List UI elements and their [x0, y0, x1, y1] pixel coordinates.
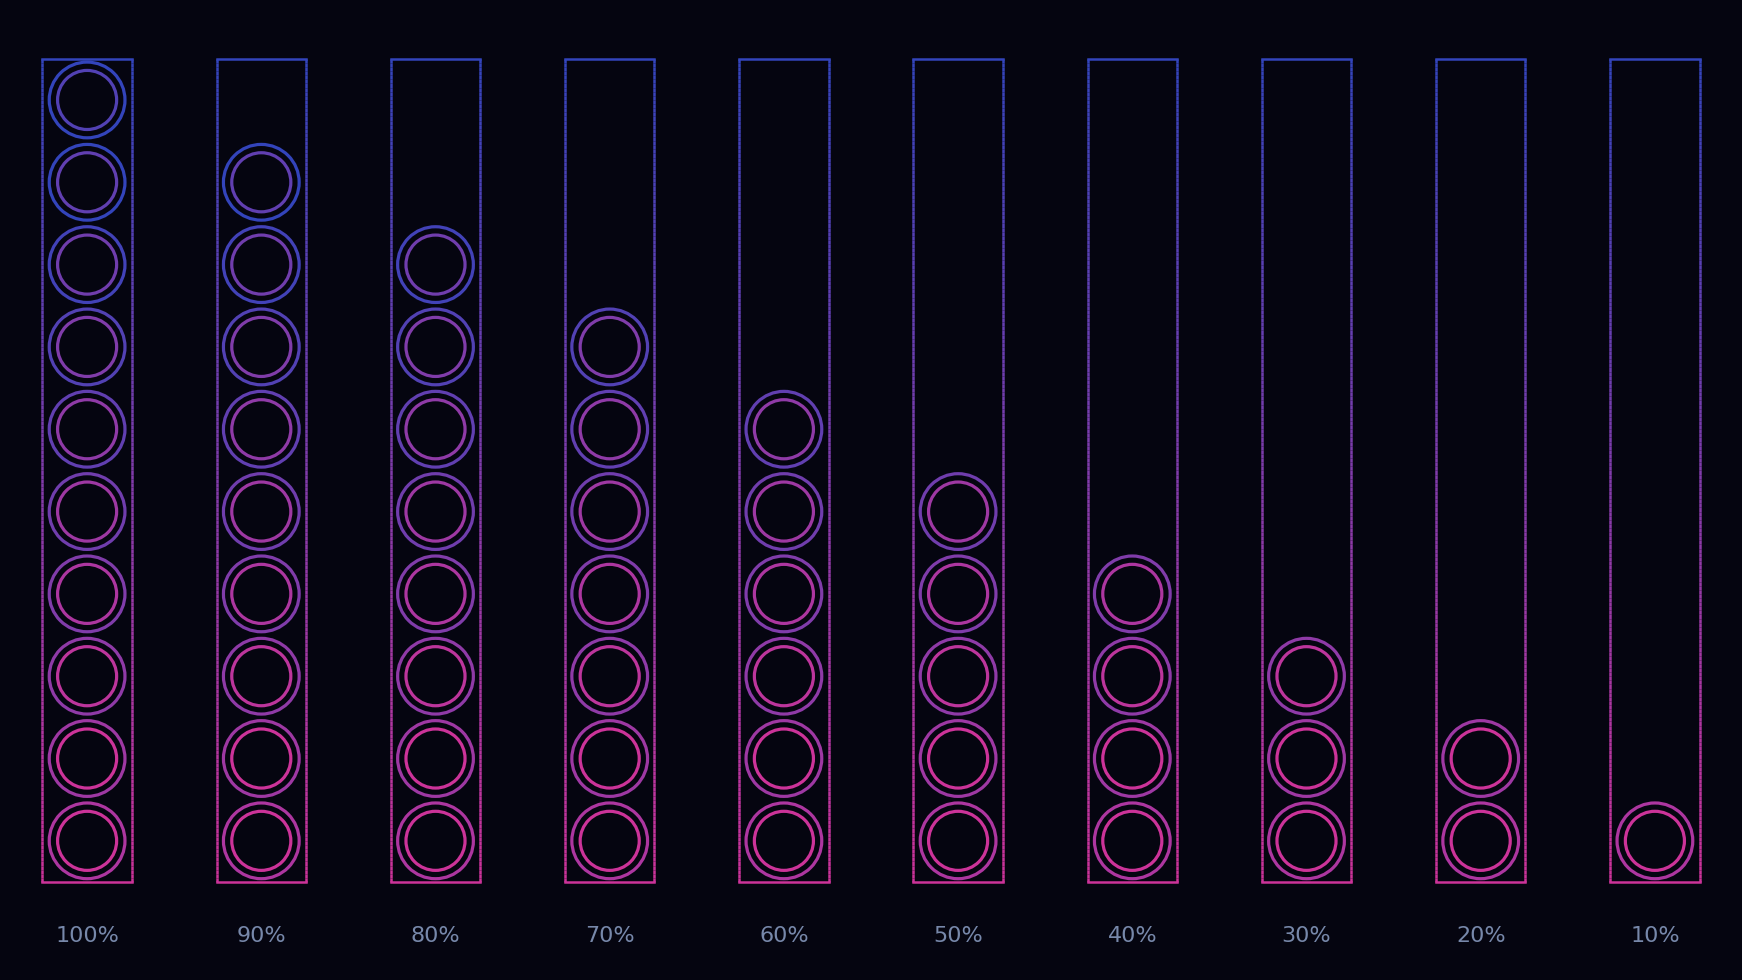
Text: 90%: 90%	[237, 926, 286, 946]
Text: 20%: 20%	[1456, 926, 1505, 946]
Text: 80%: 80%	[411, 926, 460, 946]
Text: 50%: 50%	[934, 926, 982, 946]
Text: 100%: 100%	[56, 926, 118, 946]
Text: 70%: 70%	[585, 926, 634, 946]
Text: 10%: 10%	[1631, 926, 1679, 946]
Text: 60%: 60%	[760, 926, 808, 946]
Text: 40%: 40%	[1108, 926, 1157, 946]
Text: 30%: 30%	[1282, 926, 1331, 946]
